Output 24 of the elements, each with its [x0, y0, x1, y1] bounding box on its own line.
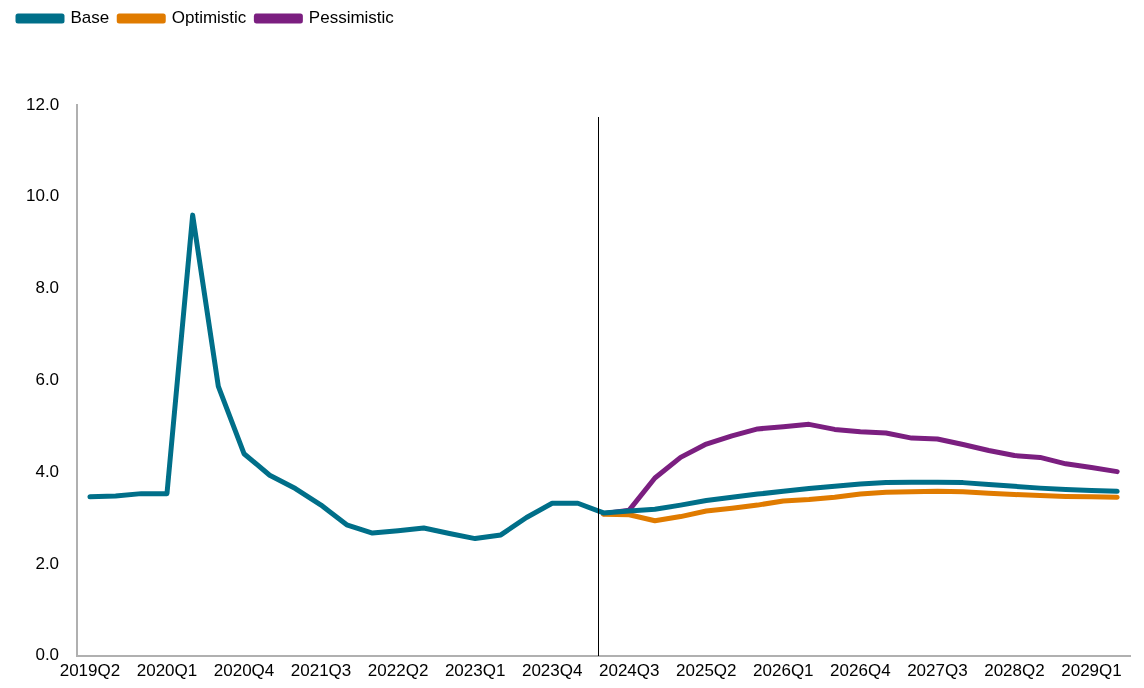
y-tick-label: 10.0 — [25, 186, 60, 206]
x-tick-label: 2026Q1 — [753, 661, 814, 681]
x-tick-label: 2020Q1 — [136, 661, 198, 681]
x-tick-label: 2021Q3 — [290, 661, 352, 681]
x-tick-label: 2024Q3 — [598, 661, 660, 681]
y-tick-label: 6.0 — [35, 369, 60, 389]
y-tick-label: 2.0 — [35, 553, 60, 573]
y-tick-label: 8.0 — [35, 278, 60, 298]
x-tick-label: 2026Q4 — [830, 661, 891, 681]
x-tick-label: 2028Q2 — [984, 661, 1045, 681]
x-tick-label: 2023Q4 — [521, 661, 583, 681]
legend-label: Pessimistic — [308, 8, 395, 28]
y-tick-label: 12.0 — [25, 94, 60, 114]
x-tick-label: 2019Q2 — [59, 661, 121, 681]
x-tick-label: 2022Q2 — [367, 661, 429, 681]
y-tick-label: 4.0 — [35, 461, 60, 481]
y-tick-label: 0.0 — [35, 645, 60, 665]
x-tick-label: 2027Q3 — [907, 661, 968, 681]
legend-label: Base — [70, 8, 110, 28]
x-tick-label: 2020Q4 — [213, 661, 275, 681]
x-tick-label: 2025Q2 — [676, 661, 737, 681]
legend-label: Optimistic — [171, 8, 247, 28]
x-tick-label: 2029Q1 — [1061, 661, 1122, 681]
x-tick-label: 2023Q1 — [444, 661, 506, 681]
